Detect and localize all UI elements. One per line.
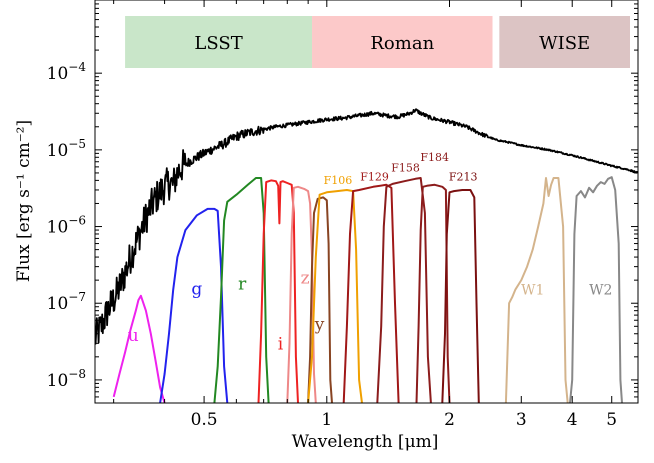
filter-curve-w2 [569,176,623,403]
filter-label-w1: W1 [521,282,544,298]
y-tick-base: 10 [47,371,69,391]
y-tick-exponent: −8 [68,367,86,381]
filter-curve-y [307,196,333,403]
filter-label-f158: F158 [391,162,420,175]
y-tick-base: 10 [47,141,69,161]
y-tick-base: 10 [47,294,69,314]
filter-curve-w1 [504,177,569,403]
filter-label-f213: F213 [449,170,478,183]
filter-curve-g [159,207,229,403]
filter-curve-u [112,294,166,403]
filter-label-f106: F106 [324,174,353,187]
y-tick-label: 10−6 [47,214,86,238]
y-tick-label: 10−7 [47,290,86,314]
filter-curve-f106 [307,189,363,403]
filter-label-f184: F184 [420,151,449,164]
filter-label-w2: W2 [589,282,612,298]
x-tick-label: 2 [444,410,455,430]
filter-label-z: z [301,269,310,289]
band-labels: LSST Roman WISE [194,33,590,54]
y-tick-exponent: −5 [68,137,86,151]
wavelength-bands [125,16,630,68]
spectrum-curve-group [95,108,638,345]
y-tick-exponent: −6 [68,214,86,228]
filter-label-r: r [238,275,247,295]
filter-curve-f129 [342,183,400,403]
y-tick-base: 10 [47,64,69,84]
filter-label-y: y [314,315,325,335]
filter-curve-f158 [376,177,432,403]
axis-ticks: 10−810−710−610−510−40.5 1 2 3 4 5 [47,0,638,430]
band-label-roman: Roman [370,33,434,54]
plot-frame [94,0,639,404]
x-tick-label: 1 [321,410,332,430]
x-tick-label: 0.5 [191,410,218,430]
filter-label-i: i [278,334,284,354]
y-tick-label: 10−5 [47,137,86,161]
x-axis-label: Wavelength [μm] [292,432,439,452]
x-tick-label: 5 [606,410,617,430]
band-label-wise: WISE [539,33,590,54]
y-axis-label: Flux [erg s⁻¹ cm⁻²] [14,120,34,282]
x-tick-label: 4 [567,410,578,430]
filter-label-u: u [128,326,139,346]
filter-label-g: g [191,279,202,299]
band-lsst [125,16,313,68]
y-tick-exponent: −4 [68,60,86,74]
x-tick-label: 3 [516,410,527,430]
filter-label-f129: F129 [360,170,389,183]
y-tick-base: 10 [47,218,69,238]
filter-curve-f213 [441,189,480,403]
y-tick-label: 10−4 [47,60,87,84]
band-wise [499,16,630,68]
y-tick-exponent: −7 [68,290,86,304]
spectrum-line [95,108,638,345]
band-roman [312,16,493,68]
filter-curves [112,176,623,403]
band-label-lsst: LSST [194,33,242,54]
filter-curve-z [286,185,317,403]
y-tick-label: 10−8 [47,367,86,391]
